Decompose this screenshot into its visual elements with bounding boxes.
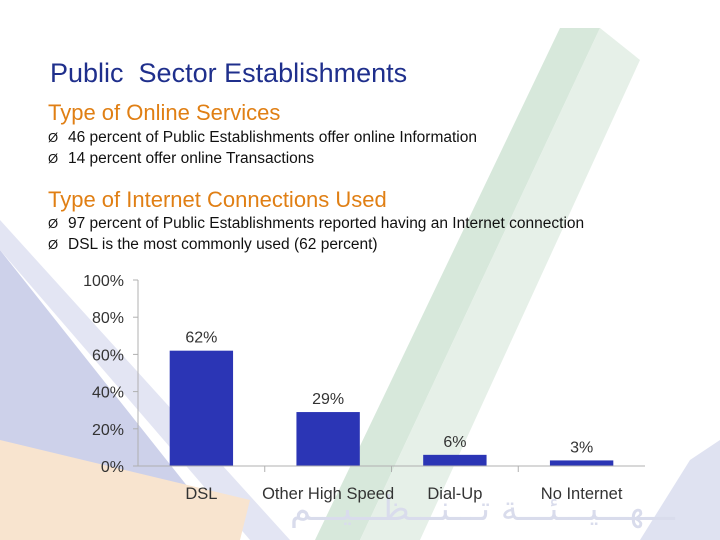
x-axis: DSL Other High Speed Dial-Up No Internet — [138, 465, 645, 503]
bullet-arrow-icon: Ø — [48, 237, 59, 252]
bullet-item: Ø 97 percent of Public Establishments rep… — [48, 213, 584, 234]
bullet-item: Ø DSL is the most commonly used (62 perce… — [48, 234, 584, 255]
watermark-glyphs: ـــهـــيـــئـــة تـــنـــظـــيـــم — [290, 489, 676, 529]
y-tick-label: 40% — [92, 385, 124, 402]
bar-data-label: 62% — [185, 330, 217, 347]
deco-green-stripe — [315, 28, 600, 540]
x-tick-label: Dial-Up — [427, 485, 482, 503]
internet-connections-heading: Type of Internet Connections Used — [48, 187, 387, 212]
deco-blue-right — [640, 440, 720, 540]
online-services-heading: Type of Online Services — [48, 100, 281, 125]
deco-green-stripe-light — [360, 28, 640, 540]
x-tick-label: DSL — [185, 485, 217, 503]
bar-data-label: 3% — [570, 439, 593, 456]
bullet-arrow-icon: Ø — [48, 151, 59, 166]
bar — [169, 350, 234, 466]
internet-connections-list: Ø 97 percent of Public Establishments rep… — [48, 213, 584, 255]
y-tick-label: 100% — [83, 273, 124, 290]
y-tick-label: 20% — [92, 422, 124, 439]
deco-orange-shape — [0, 440, 250, 540]
bullet-item: Ø 14 percent offer online Transactions — [48, 148, 477, 169]
bullet-arrow-icon: Ø — [48, 130, 59, 145]
y-tick-label: 80% — [92, 310, 124, 327]
bullet-text: 97 percent of Public Establishments repo… — [68, 215, 585, 232]
bar — [549, 460, 614, 466]
bar — [296, 412, 360, 466]
bar-data-label: 29% — [312, 391, 344, 408]
online-services-list: Ø 46 percent of Public Establishments off… — [48, 127, 477, 169]
y-tick-label: 60% — [92, 347, 124, 364]
slide-title: Public Sector Establishments — [50, 58, 408, 88]
x-tick-label: No Internet — [541, 485, 623, 503]
bullet-text: DSL is the most commonly used (62 percen… — [68, 236, 378, 253]
bullet-arrow-icon: Ø — [48, 216, 59, 231]
bullet-text: 46 percent of Public Establishments offe… — [68, 129, 477, 146]
bar — [423, 454, 487, 466]
y-tick-label: 0% — [101, 459, 124, 476]
bullet-item: Ø 46 percent of Public Establishments off… — [48, 127, 477, 148]
bar-data-label: 6% — [443, 434, 466, 451]
y-axis: 0% 20% 40% 60% 80% 100% — [83, 273, 139, 476]
bullet-text: 14 percent offer online Transactions — [68, 150, 315, 167]
x-tick-label: Other High Speed — [262, 485, 394, 503]
bar-series: 62% 29% 6% 3% — [169, 330, 614, 466]
